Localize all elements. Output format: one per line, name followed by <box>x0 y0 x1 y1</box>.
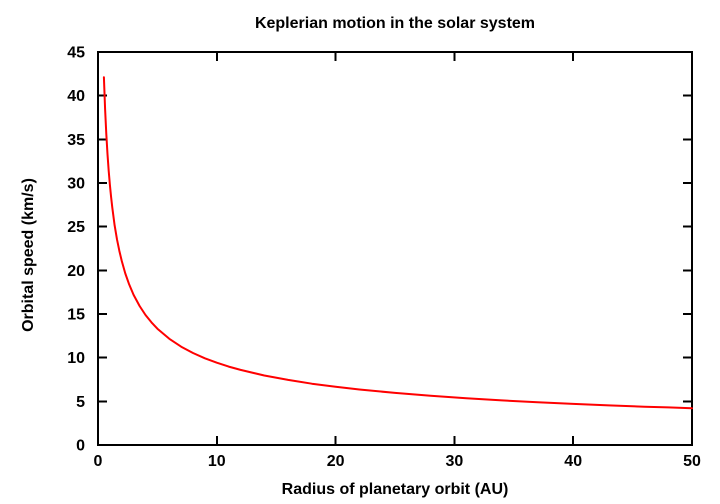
y-tick-label: 20 <box>67 263 85 280</box>
x-tick-label: 20 <box>327 453 345 470</box>
x-tick-label: 50 <box>683 453 701 470</box>
y-tick-label: 5 <box>76 394 85 411</box>
x-tick-label: 0 <box>94 453 103 470</box>
x-tick-label: 30 <box>446 453 464 470</box>
y-tick-label: 35 <box>67 132 85 149</box>
x-axis-label: Radius of planetary orbit (AU) <box>281 481 509 498</box>
x-tick-label: 10 <box>208 453 226 470</box>
y-tick-label: 40 <box>67 88 85 105</box>
orbital-speed-curve <box>102 76 693 410</box>
plot-border <box>97 51 693 446</box>
y-tick-label: 25 <box>67 219 85 236</box>
y-axis-label: Orbital speed (km/s) <box>20 178 37 332</box>
y-tick-label: 0 <box>76 438 85 455</box>
y-tick-label: 15 <box>67 307 85 324</box>
y-tick-label: 45 <box>67 45 85 62</box>
chart-title: Keplerian motion in the solar system <box>254 15 536 32</box>
y-tick-label: 30 <box>67 176 85 193</box>
x-tick-label: 40 <box>564 453 582 470</box>
y-tick-label: 10 <box>67 350 85 367</box>
